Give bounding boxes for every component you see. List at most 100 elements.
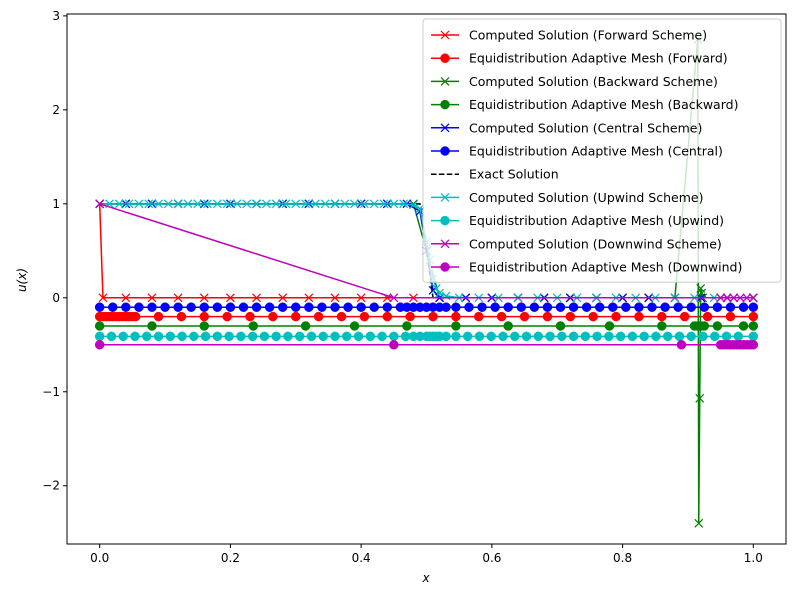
data-point xyxy=(545,331,555,342)
data-point xyxy=(533,331,544,342)
data-point xyxy=(264,302,275,312)
data-point xyxy=(462,331,473,342)
data-point xyxy=(252,293,261,303)
data-point xyxy=(509,331,520,342)
data-point xyxy=(742,293,752,303)
data-point xyxy=(608,302,618,312)
data-point xyxy=(281,199,291,209)
legend-marker xyxy=(440,123,450,133)
x-tick-label: 0.8 xyxy=(613,551,632,565)
data-point xyxy=(389,199,399,209)
data-point xyxy=(268,311,278,322)
data-point xyxy=(304,302,314,312)
data-point xyxy=(382,302,393,312)
data-point xyxy=(153,331,164,342)
data-point xyxy=(121,302,131,312)
data-point xyxy=(134,199,144,209)
legend-marker xyxy=(440,99,450,110)
legend-item: Equidistribution Adaptive Mesh (Forward) xyxy=(431,51,728,66)
data-point xyxy=(729,293,739,303)
y-axis-ticks: −2 −1 0 1 2 3 xyxy=(42,9,67,493)
data-point xyxy=(738,302,749,312)
legend-marker xyxy=(440,215,450,226)
data-point xyxy=(686,302,696,312)
data-point xyxy=(405,311,415,322)
legend-item: Exact Solution xyxy=(431,167,559,182)
data-point xyxy=(409,200,418,210)
data-point xyxy=(359,199,369,209)
data-point xyxy=(735,293,745,303)
data-point xyxy=(382,311,393,322)
data-point xyxy=(98,293,108,303)
data-point xyxy=(435,288,444,298)
x-axis-ticks: 0.0 0.2 0.4 0.6 0.8 1.0 xyxy=(90,544,763,565)
data-point xyxy=(702,311,713,322)
series-computed-solution-downwind-scheme xyxy=(95,199,758,303)
data-point xyxy=(95,199,105,209)
data-point xyxy=(222,199,232,209)
data-point xyxy=(94,340,105,350)
axes-frame xyxy=(66,13,787,545)
legend-marker xyxy=(440,192,450,202)
data-point xyxy=(349,321,360,331)
x-axis-label: x xyxy=(421,571,430,585)
data-point xyxy=(336,311,347,322)
y-axis-label: u(x) xyxy=(15,268,29,292)
data-point xyxy=(154,199,163,209)
data-point xyxy=(474,331,485,342)
data-point xyxy=(712,321,723,331)
data-point xyxy=(251,302,262,312)
data-point xyxy=(94,302,105,312)
data-point xyxy=(657,311,667,322)
data-point xyxy=(242,199,252,209)
data-point xyxy=(738,321,749,331)
data-point xyxy=(118,331,128,342)
legend-marker xyxy=(440,76,450,86)
y-tick-label: 0 xyxy=(52,291,60,305)
x-tick-label: 1.0 xyxy=(744,551,763,565)
data-point xyxy=(245,311,255,322)
data-point xyxy=(291,302,301,312)
x-tick-label: 0.0 xyxy=(90,551,109,565)
data-point xyxy=(224,331,234,342)
data-point xyxy=(144,199,154,209)
data-point xyxy=(698,331,708,342)
data-point xyxy=(529,302,540,312)
data-point xyxy=(304,293,314,303)
data-point xyxy=(176,311,187,322)
data-point xyxy=(695,393,705,403)
data-point xyxy=(353,331,364,342)
data-point xyxy=(722,293,732,303)
data-point xyxy=(199,293,209,303)
data-point xyxy=(686,331,696,342)
data-point xyxy=(521,331,532,342)
data-point xyxy=(634,311,644,322)
legend-item: Equidistribution Adaptive Mesh (Upwind) xyxy=(431,213,724,228)
data-point xyxy=(592,331,602,342)
data-point xyxy=(634,302,644,312)
data-point xyxy=(343,302,353,312)
data-point xyxy=(496,311,507,322)
data-point xyxy=(212,302,223,312)
data-point xyxy=(555,302,566,312)
data-point xyxy=(542,311,553,322)
data-point xyxy=(203,199,212,209)
data-point xyxy=(581,302,592,312)
data-point xyxy=(259,331,270,342)
data-point xyxy=(301,199,311,209)
data-point xyxy=(676,340,687,350)
data-point xyxy=(441,302,451,312)
y-tick-label: −2 xyxy=(42,479,60,493)
data-point xyxy=(441,291,451,301)
data-point xyxy=(350,199,360,209)
data-point xyxy=(477,302,487,312)
data-point xyxy=(291,311,301,322)
x-tick-label: 0.6 xyxy=(482,551,501,565)
data-point xyxy=(318,331,328,342)
data-point xyxy=(121,293,131,303)
data-point xyxy=(451,331,461,342)
legend-item: Computed Solution (Central Scheme) xyxy=(431,120,702,135)
data-point xyxy=(748,340,759,350)
data-point xyxy=(356,302,366,312)
